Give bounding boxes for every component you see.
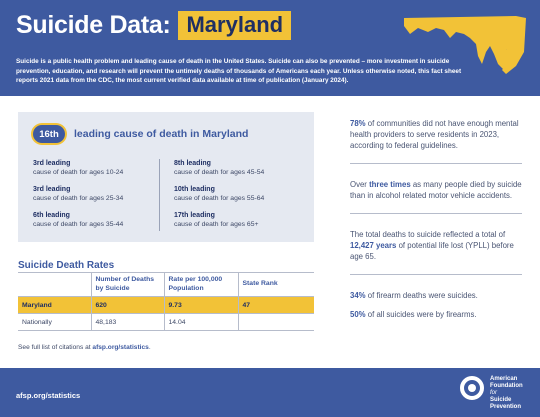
fact-text: as many people died by suicide than in a… [350, 180, 522, 200]
citation-prefix: See full list of citations at [18, 344, 93, 351]
table-cell [237, 313, 314, 331]
table-cell: 48,183 [90, 313, 164, 331]
state-name: Maryland [178, 10, 292, 40]
citation-note: See full list of citations at afsp.org/s… [18, 344, 151, 351]
ranking-item-rank: 3rd leading [33, 160, 71, 167]
ranking-item-rank: 8th leading [174, 160, 211, 167]
ranking-item: 3rd leading cause of death for ages 10-2… [33, 159, 163, 185]
fact-divider [350, 274, 522, 275]
org-name-line: Prevention [490, 404, 522, 410]
fact-highlight: 50% [350, 310, 366, 319]
ranking-item: 3rd leading cause of death for ages 25-3… [33, 185, 163, 211]
facts-column: 78% of communities did not have enough m… [350, 118, 522, 320]
ranking-divider [159, 159, 160, 231]
fact-text: of communities did not have enough menta… [350, 119, 519, 150]
fact-prefix: The total deaths to suicide reflected a … [350, 230, 506, 239]
table-cell: 9.73 [163, 296, 238, 314]
table-cell: Nationally [18, 313, 91, 331]
org-name-line: American [490, 376, 518, 382]
fact-prefix: Over [350, 180, 370, 189]
ranking-item-rank: 6th leading [33, 212, 70, 219]
ranking-item: 8th leading cause of death for ages 45-5… [174, 159, 304, 185]
rank-badge: 16th [33, 125, 65, 143]
table-header-cell: Number of Deaths by Suicide [90, 272, 164, 297]
org-name-line: for [490, 390, 498, 396]
citation-suffix: . [148, 344, 151, 351]
ranking-item-rank: 17th leading [174, 212, 215, 219]
table-header-cell [18, 272, 91, 297]
fact-text: of all suicides were by firearms. [365, 310, 477, 319]
ranking-item: 6th leading cause of death for ages 35-4… [33, 211, 163, 237]
table-cell: 47 [237, 296, 314, 314]
fact-item: 34% of firearm deaths were suicides. [350, 290, 522, 301]
ranking-item-desc: cause of death for ages 45-54 [174, 169, 265, 176]
afsp-logo-icon [460, 376, 484, 400]
ranking-item-rank: 3rd leading [33, 186, 71, 193]
table-cell: 620 [90, 296, 164, 314]
ranking-panel: 16th leading cause of death in Maryland … [18, 112, 314, 242]
page-title: Suicide Data: [16, 10, 171, 39]
fact-divider [350, 213, 522, 214]
ranking-item: 17th leading cause of death for ages 65+ [174, 211, 304, 237]
table-cell: Maryland [18, 296, 91, 314]
table-header-cell: State Rank [237, 272, 314, 297]
fact-highlight: 34% [350, 291, 366, 300]
ranking-item-desc: cause of death for ages 10-24 [33, 169, 124, 176]
footer-link[interactable]: afsp.org/statistics [16, 391, 81, 400]
table-row: Maryland 620 9.73 47 [18, 296, 314, 314]
rates-table: Number of Deaths by Suicide Rate per 100… [18, 272, 314, 331]
table-row: Nationally 48,183 14.04 [18, 313, 314, 331]
intro-text: Suicide is a public health problem and l… [16, 58, 462, 85]
fact-text: of firearm deaths were suicides. [365, 291, 478, 300]
ranking-item: 10th leading cause of death for ages 55-… [174, 185, 304, 211]
header-banner: Suicide Data: Maryland Suicide is a publ… [0, 0, 540, 96]
table-header-cell: Rate per 100,000 Population [163, 272, 238, 297]
fact-highlight: three times [369, 180, 411, 189]
fact-highlight: 78% [350, 119, 366, 128]
fact-item: 78% of communities did not have enough m… [350, 118, 522, 151]
fact-highlight: 12,427 years [350, 241, 397, 250]
footer-banner: afsp.org/statistics American Foundation … [0, 368, 540, 417]
fact-item: 50% of all suicides were by firearms. [350, 309, 522, 320]
ranking-item-rank: 10th leading [174, 186, 215, 193]
org-name-line: Foundation [490, 383, 523, 389]
citation-link[interactable]: afsp.org/statistics [92, 344, 149, 351]
maryland-map-icon [404, 16, 526, 74]
ranking-item-desc: cause of death for ages 35-44 [33, 221, 124, 228]
fact-divider [350, 163, 522, 164]
fact-item: Over three times as many people died by … [350, 179, 522, 201]
rank-label: leading cause of death in Maryland [74, 128, 249, 140]
org-name: American Foundation for Suicide Preventi… [490, 376, 538, 411]
title-row: Suicide Data: Maryland [16, 10, 292, 40]
ranking-column-left: 3rd leading cause of death for ages 10-2… [33, 159, 163, 237]
ranking-item-desc: cause of death for ages 65+ [174, 221, 259, 228]
ranking-header: 16th leading cause of death in Maryland [33, 125, 248, 143]
fact-item: The total deaths to suicide reflected a … [350, 229, 522, 262]
ranking-item-desc: cause of death for ages 25-34 [33, 195, 124, 202]
ranking-item-desc: cause of death for ages 55-64 [174, 195, 265, 202]
org-name-line: Suicide [490, 397, 512, 403]
table-header-row: Number of Deaths by Suicide Rate per 100… [18, 272, 314, 297]
rates-title: Suicide Death Rates [18, 260, 115, 271]
ranking-column-right: 8th leading cause of death for ages 45-5… [174, 159, 304, 237]
fact-text: of potential life lost (YPLL) before age… [350, 241, 514, 261]
table-cell: 14.04 [163, 313, 238, 331]
